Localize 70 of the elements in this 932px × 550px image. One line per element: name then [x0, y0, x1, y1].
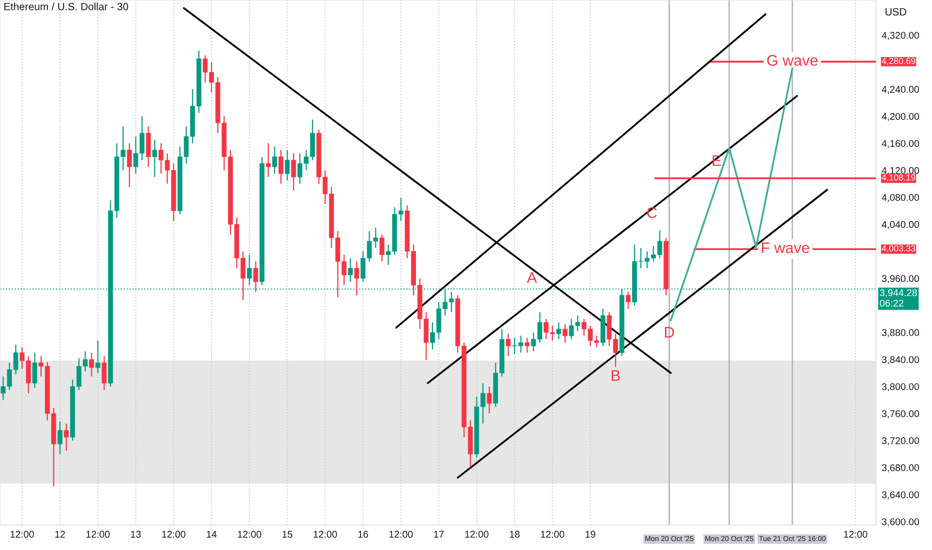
- candlestick: [272, 146, 278, 174]
- annotation: B: [612, 370, 620, 381]
- y-tick-label: 3,600.00: [882, 518, 920, 526]
- x-tick-label: 15: [282, 530, 292, 538]
- candlestick: [253, 260, 258, 292]
- candlestick: [58, 421, 62, 455]
- candlestick: [380, 234, 384, 262]
- x-tick-label: 12:00: [10, 530, 34, 538]
- x-tick-label: 12:00: [389, 530, 413, 538]
- annotation: D: [664, 326, 674, 338]
- annotation: A: [526, 272, 537, 283]
- candlestick: [246, 254, 252, 286]
- x-tick-label: 17: [434, 530, 444, 538]
- y-tick-label: 3,680.00: [882, 464, 920, 472]
- candlestick: [348, 258, 353, 282]
- candlestick: [146, 126, 151, 168]
- x-tick-label: 19: [586, 530, 596, 538]
- candlestick: [284, 149, 290, 181]
- candlestick: [152, 139, 158, 178]
- y-tick-label: 3,760.00: [882, 410, 920, 418]
- candlestick: [127, 142, 132, 188]
- y-tick-label: 3,720.00: [882, 437, 920, 446]
- y-tick-label: 4,240.00: [882, 86, 920, 94]
- annotation: C: [647, 207, 657, 218]
- x-tick-label: 14: [206, 530, 217, 538]
- data-label: 4,108.19: [882, 174, 916, 182]
- x-tick-label: 12:00: [465, 530, 488, 538]
- y-tick-label: 3,840.00: [882, 356, 920, 364]
- data-label: 4,003.33: [882, 245, 916, 252]
- chart-title: Ethereum / U.S. Dollar - 30: [4, 2, 128, 10]
- y-tick-label: 4,160.00: [882, 140, 920, 148]
- candlestick: [291, 152, 296, 192]
- x-tick-label: 13: [131, 530, 141, 538]
- x-tick-label: 12:00: [86, 530, 110, 538]
- candlestick: [32, 352, 38, 388]
- x-tick-label: 12:00: [844, 530, 868, 538]
- y-tick-label: 3,640.00: [882, 491, 920, 500]
- candlestick: [556, 322, 562, 340]
- x-tick-label: 18: [510, 530, 520, 538]
- series-label: F wave: [762, 242, 810, 254]
- data-label: 4,280.69: [882, 58, 916, 66]
- candlestick: [562, 324, 568, 344]
- y-tick-label: 4,320.00: [882, 32, 920, 40]
- candlestick: [64, 423, 69, 452]
- x-tick-label: 12:00: [541, 530, 564, 538]
- x-tick-label: 12: [55, 530, 65, 538]
- x-tick-label: 12:00: [314, 530, 337, 538]
- candlestick: [89, 352, 94, 377]
- candlestick: [354, 260, 360, 296]
- ref-line-label: 3,944.28 06:22: [880, 289, 917, 307]
- candlestick: [102, 356, 107, 390]
- x-tick-label: 12:00: [162, 530, 186, 538]
- candlestick: [266, 142, 271, 178]
- y-tick-label: 4,080.00: [882, 194, 920, 202]
- y-tick-label: 3,960.00: [882, 275, 920, 284]
- y-axis-title: USD: [886, 8, 906, 16]
- y-tick-label: 3,800.00: [882, 383, 920, 392]
- candlestick: [524, 337, 530, 354]
- x-tick-label: 16: [358, 530, 368, 538]
- x-tick-label: 12:00: [238, 530, 262, 538]
- candlestick: [95, 340, 100, 374]
- candlestick: [506, 333, 511, 357]
- y-tick-label: 4,200.00: [882, 112, 920, 121]
- candlestick: [626, 291, 631, 310]
- y-tick-label: 4,040.00: [882, 221, 920, 230]
- candlestick: [278, 149, 284, 184]
- series-label: G wave: [767, 54, 818, 66]
- y-tick-label: 3,880.00: [882, 329, 920, 338]
- y-tick-label: 4,120.00: [882, 167, 920, 176]
- candlestick: [486, 386, 492, 414]
